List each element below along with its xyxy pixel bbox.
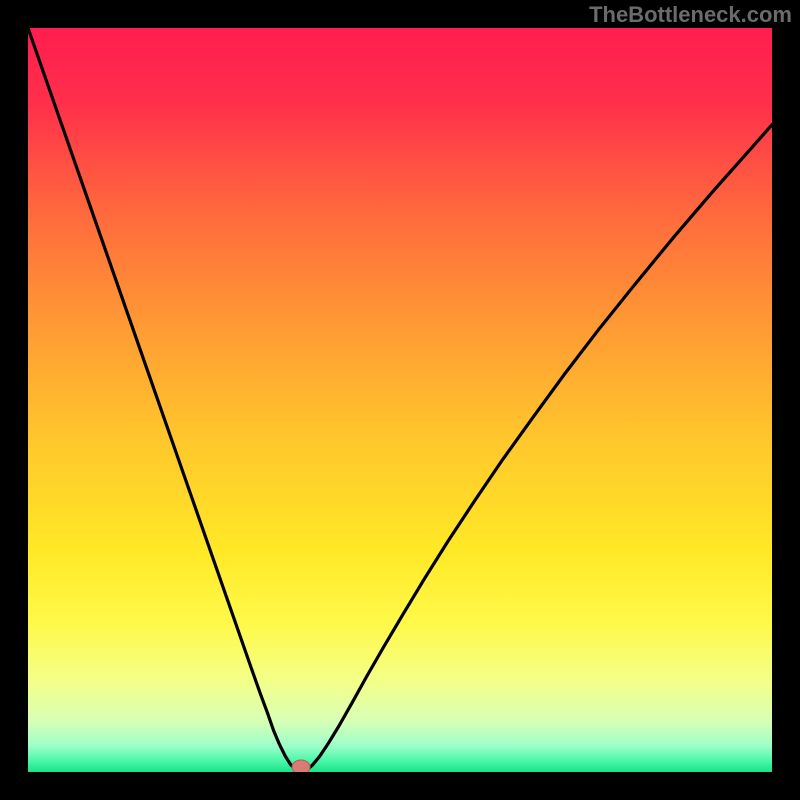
chart-background-gradient [28,28,772,772]
attribution-label: TheBottleneck.com [589,2,792,28]
bottleneck-chart: TheBottleneck.com [0,0,800,800]
chart-svg [0,0,800,800]
optimal-marker [292,760,310,774]
